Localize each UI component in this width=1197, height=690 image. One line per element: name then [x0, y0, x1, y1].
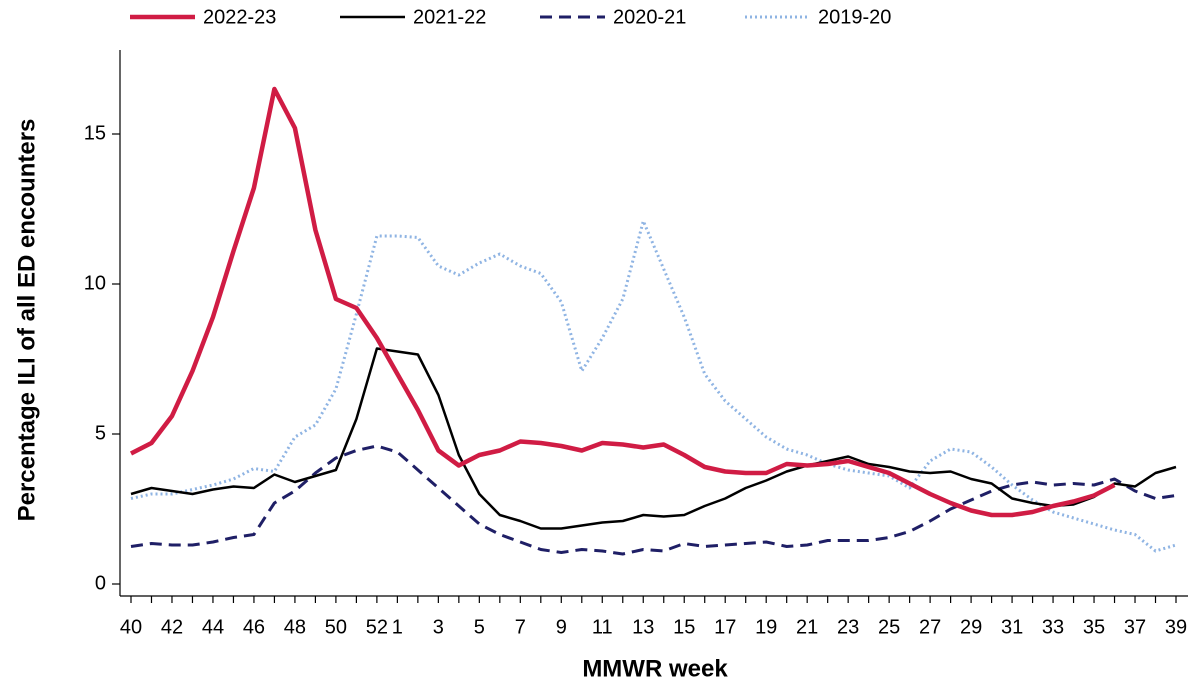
x-tick-label: 1	[392, 616, 403, 638]
legend-label: 2022-23	[203, 6, 276, 28]
x-tick-label: 9	[556, 616, 567, 638]
x-tick-label: 50	[325, 616, 347, 638]
x-tick-label: 37	[1124, 616, 1146, 638]
x-tick-label: 3	[433, 616, 444, 638]
legend-label: 2021-22	[413, 6, 486, 28]
series-line	[130, 444, 1177, 556]
y-tick-label: 10	[84, 272, 106, 294]
x-tick-label: 35	[1083, 616, 1105, 638]
y-tick-label: 0	[95, 572, 106, 594]
series-line	[129, 86, 1116, 518]
x-tick-label: 42	[161, 616, 183, 638]
x-tick-label: 17	[714, 616, 736, 638]
x-tick-label: 46	[243, 616, 265, 638]
x-tick-label: 33	[1042, 616, 1064, 638]
series-line	[130, 219, 1177, 553]
x-tick-label: 52	[366, 616, 388, 638]
x-tick-label: 48	[284, 616, 306, 638]
x-tick-label: 25	[878, 616, 900, 638]
x-tick-label: 44	[202, 616, 224, 638]
x-tick-label: 21	[796, 616, 818, 638]
x-tick-label: 15	[673, 616, 695, 638]
x-tick-label: 40	[120, 616, 142, 638]
x-tick-label: 29	[960, 616, 982, 638]
y-tick-label: 15	[84, 122, 106, 144]
x-tick-label: 19	[755, 616, 777, 638]
y-axis-label: Percentage ILI of all ED encounters	[13, 119, 40, 522]
x-tick-label: 31	[1001, 616, 1023, 638]
x-axis-label: MMWR week	[582, 655, 728, 682]
legend-label: 2019-20	[818, 6, 891, 28]
x-tick-label: 13	[632, 616, 654, 638]
y-tick-label: 5	[95, 422, 106, 444]
series-line	[130, 347, 1177, 530]
x-tick-label: 23	[837, 616, 859, 638]
x-tick-label: 5	[474, 616, 485, 638]
legend-label: 2020-21	[613, 6, 686, 28]
x-tick-label: 7	[515, 616, 526, 638]
x-tick-label: 39	[1165, 616, 1187, 638]
x-tick-label: 11	[592, 616, 613, 638]
x-tick-label: 27	[919, 616, 941, 638]
